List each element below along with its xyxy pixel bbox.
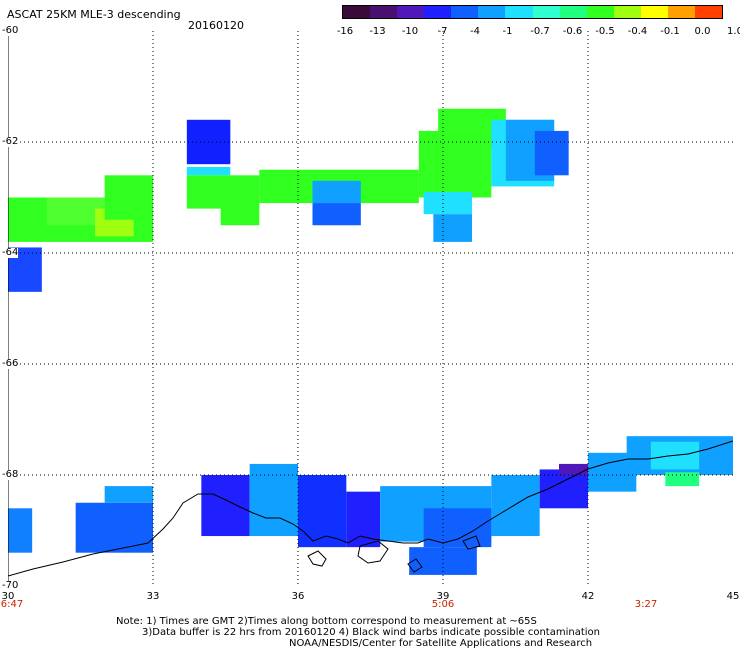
color-swatch [586, 6, 614, 18]
coastline-detail [357, 540, 389, 564]
gmt-time-label: 5:06 [431, 599, 455, 610]
wind-data-cell [220, 203, 260, 226]
wind-data-cell [312, 180, 361, 204]
color-swatch [640, 6, 668, 18]
map-title: ASCAT 25KM MLE-3 descending [7, 8, 181, 21]
wind-data-cell [249, 463, 298, 537]
latitude-tick-label: -66 [2, 358, 19, 369]
color-swatch [667, 6, 696, 18]
note-line-3: NOAA/NESDIS/Center for Satellite Applica… [289, 638, 593, 649]
color-scale-label: -0.4 [627, 26, 648, 37]
color-scale-label: -16 [336, 26, 354, 37]
wind-data-cell [423, 508, 492, 548]
wind-data-cell [298, 475, 347, 548]
latitude-tick-label: -60 [2, 25, 19, 36]
gmt-time-label: 6:47 [0, 599, 24, 610]
wind-data-cell [8, 508, 33, 553]
color-swatch [613, 6, 641, 18]
wind-data-cell [186, 166, 231, 176]
wind-data-cell [75, 502, 153, 553]
color-scale-label: 0.0 [694, 26, 711, 37]
map-date: 20160120 [188, 19, 244, 32]
color-swatch [397, 6, 425, 18]
note-line-1: Note: 1) Times are GMT 2)Times along bot… [116, 616, 537, 627]
wind-data-cell [104, 175, 153, 220]
color-scale-label: -0.1 [660, 26, 680, 37]
longitude-tick-label: 33 [146, 591, 160, 602]
color-scale-label: -10 [401, 26, 419, 37]
color-swatch [451, 6, 479, 18]
antarctic-coastline [8, 440, 733, 577]
color-scale-label: -1 [502, 26, 513, 37]
coastline-detail [407, 558, 423, 573]
color-scale-label: -0.6 [562, 26, 583, 37]
color-swatch [559, 6, 587, 18]
wind-data-cell [346, 491, 381, 548]
coastline-detail [462, 535, 481, 550]
longitude-tick-label: 45 [726, 591, 740, 602]
gmt-time-label: 3:27 [634, 599, 658, 610]
longitude-tick-label: 39 [436, 591, 450, 602]
color-scale-bar [342, 5, 723, 19]
wind-data-cell [423, 191, 472, 215]
lat-lon-grid [8, 31, 733, 586]
color-swatch [695, 6, 723, 18]
wind-data-cell [201, 475, 250, 537]
wind-data-cell [433, 214, 472, 242]
color-swatch [370, 6, 398, 18]
longitude-tick-label: 36 [291, 591, 305, 602]
longitude-tick-label: 30 [1, 591, 15, 602]
wind-data-cell [665, 472, 700, 487]
color-scale-label: -0.5 [595, 26, 615, 37]
color-swatch [424, 6, 452, 18]
wind-data-layer [8, 108, 733, 575]
latitude-tick-label: -68 [2, 469, 19, 480]
latitude-tick-label: -70 [2, 580, 19, 591]
longitude-tick-label: 42 [581, 591, 595, 602]
note-line-2: 3)Data buffer is 22 hrs from 20160120 4)… [142, 627, 600, 638]
wind-data-cell [491, 475, 540, 537]
wind-data-cell [104, 486, 153, 503]
color-scale-label: -13 [369, 26, 386, 37]
color-swatch [505, 6, 533, 18]
color-scale-label: -0.7 [530, 26, 550, 37]
color-swatch [343, 6, 371, 18]
wind-data-cell [534, 130, 569, 176]
map-plot [8, 31, 733, 586]
latitude-tick-label: -62 [2, 136, 19, 147]
latitude-tick-label: -64 [2, 247, 19, 258]
color-scale-label: -4 [470, 26, 480, 37]
color-scale-labels: -16 -13 -10 -7 -4 -1 -0.7 -0.6 -0.5 -0.4 -0.1 0.0 1.… [330, 26, 740, 38]
color-swatch [532, 6, 560, 18]
color-swatch [478, 6, 506, 18]
wind-data-cell [312, 203, 361, 226]
wind-data-cell [559, 463, 588, 475]
color-scale-label: 1.0 [727, 26, 740, 37]
coastline-detail [307, 550, 327, 567]
